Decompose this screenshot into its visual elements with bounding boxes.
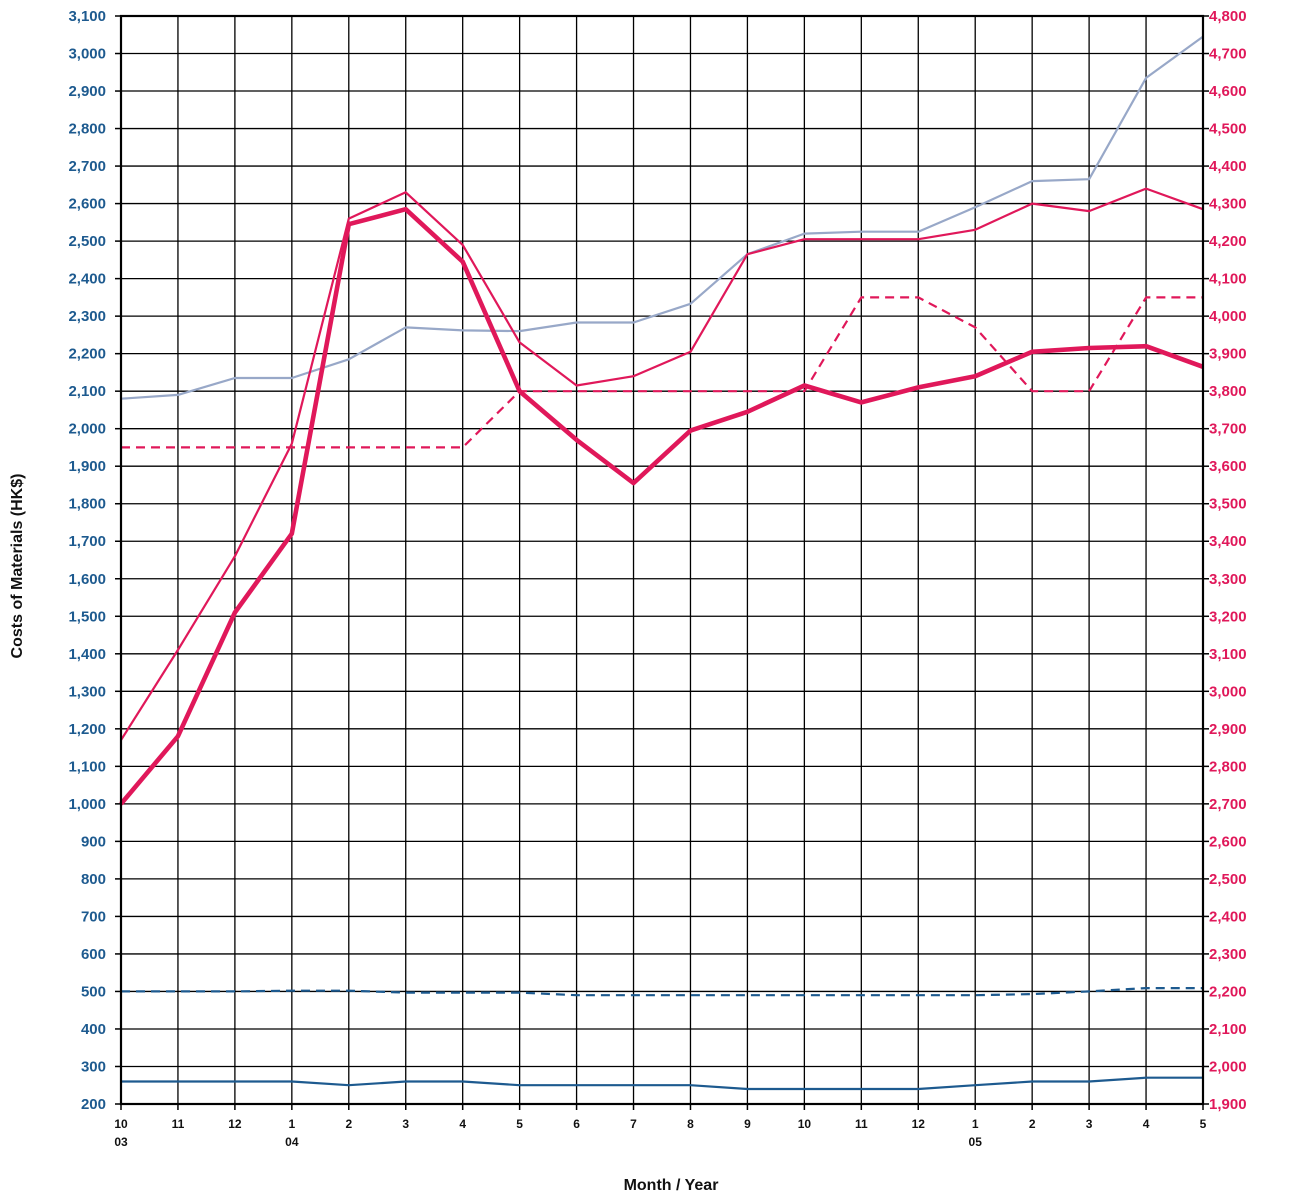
left-tick-label: 800	[81, 871, 106, 888]
x-tick-month: 5	[1200, 1117, 1207, 1131]
x-tick-year: 03	[114, 1135, 128, 1149]
left-tick-label: 2,800	[68, 121, 106, 138]
right-tick-label: 2,800	[1209, 758, 1247, 775]
x-tick-month: 8	[687, 1117, 694, 1131]
x-tick-month: 6	[573, 1117, 580, 1131]
left-tick-label: 2,900	[68, 83, 106, 100]
x-axis-ticks: 10 03 11 12 1 04 2 3 4 5 6 7 8 9 10 11 12 1 05 2 3 4 5	[114, 1117, 1206, 1149]
left-tick-label: 1,200	[68, 721, 106, 738]
series-line-5	[121, 986, 1203, 997]
right-tick-label: 2,900	[1209, 721, 1247, 738]
left-tick-label: 1,700	[68, 533, 106, 550]
y-axis-title: Costs of Materials (HK$)	[9, 474, 26, 659]
plot-frame	[115, 14, 1209, 1110]
right-tick-label: 3,300	[1209, 571, 1247, 588]
x-tick-month: 1	[288, 1117, 295, 1131]
x-tick-month: 12	[228, 1117, 242, 1131]
left-tick-label: 700	[81, 908, 106, 925]
left-tick-label: 2,700	[68, 158, 106, 175]
x-tick-month: 2	[345, 1117, 352, 1131]
right-tick-label: 3,000	[1209, 683, 1247, 700]
x-tick-year: 04	[285, 1135, 299, 1149]
left-tick-label: 2,600	[68, 196, 106, 213]
right-tick-label: 4,600	[1209, 83, 1247, 100]
right-tick-label: 3,100	[1209, 646, 1247, 663]
x-tick-month: 11	[855, 1117, 868, 1131]
right-tick-label: 4,100	[1209, 271, 1247, 288]
right-tick-label: 4,300	[1209, 196, 1247, 213]
right-tick-label: 4,000	[1209, 308, 1247, 325]
right-tick-label: 3,900	[1209, 346, 1247, 363]
x-tick-month: 7	[630, 1117, 637, 1131]
series-line-1	[120, 35, 1204, 400]
right-tick-label: 3,800	[1209, 383, 1247, 400]
right-tick-label: 4,500	[1209, 121, 1247, 138]
x-tick-month: 2	[1029, 1117, 1036, 1131]
x-tick-year: 05	[969, 1135, 983, 1149]
right-tick-label: 2,300	[1209, 946, 1247, 963]
grid	[120, 15, 1204, 1105]
right-tick-label: 2,700	[1209, 796, 1247, 813]
right-tick-label: 4,800	[1209, 8, 1247, 25]
left-tick-label: 2,100	[68, 383, 106, 400]
x-tick-month: 12	[912, 1117, 926, 1131]
x-tick-month: 11	[172, 1117, 185, 1131]
x-axis-title: Month / Year	[624, 1177, 719, 1194]
left-tick-label: 3,100	[68, 8, 106, 25]
left-tick-label: 600	[81, 946, 106, 963]
right-tick-label: 2,000	[1209, 1058, 1247, 1075]
right-tick-label: 2,400	[1209, 908, 1247, 925]
left-tick-label: 900	[81, 833, 106, 850]
left-tick-label: 2,000	[68, 421, 106, 438]
right-axis-ticks: 1,900 2,000 2,100 2,200 2,300 2,400 2,500 2,600…	[1209, 8, 1247, 1113]
left-tick-label: 1,500	[68, 608, 106, 625]
x-tick-month: 5	[516, 1117, 523, 1131]
series-line-2	[120, 187, 1204, 741]
x-tick-month: 3	[1086, 1117, 1093, 1131]
left-tick-label: 200	[81, 1096, 106, 1113]
right-tick-label: 1,900	[1209, 1096, 1247, 1113]
right-tick-label: 3,700	[1209, 421, 1247, 438]
left-tick-label: 1,100	[68, 758, 106, 775]
right-tick-label: 4,400	[1209, 158, 1247, 175]
x-tick-month: 4	[1143, 1117, 1150, 1131]
series-line-3	[119, 206, 1204, 806]
left-tick-label: 1,400	[68, 646, 106, 663]
left-tick-label: 2,500	[68, 233, 106, 250]
left-axis-ticks: 200 300 400 500 600 700 800 900 1,000 1,100 1,200 1…	[68, 8, 106, 1113]
right-tick-label: 2,200	[1209, 983, 1247, 1000]
right-tick-label: 4,200	[1209, 233, 1247, 250]
left-tick-label: 1,600	[68, 571, 106, 588]
left-tick-label: 1,300	[68, 683, 106, 700]
x-tick-month: 10	[114, 1117, 128, 1131]
right-tick-label: 3,400	[1209, 533, 1247, 550]
right-tick-label: 3,600	[1209, 458, 1247, 475]
right-tick-label: 2,100	[1209, 1021, 1247, 1038]
plot-border	[119, 14, 1205, 1106]
left-tick-label: 1,000	[68, 796, 106, 813]
left-tick-label: 400	[81, 1021, 106, 1038]
series-line-6	[121, 1076, 1203, 1091]
left-tick-label: 2,200	[68, 346, 106, 363]
left-tick-label: 1,900	[68, 458, 106, 475]
right-tick-label: 4,700	[1209, 46, 1247, 63]
right-tick-label: 3,500	[1209, 496, 1247, 513]
left-tick-label: 2,300	[68, 308, 106, 325]
right-tick-label: 2,500	[1209, 871, 1247, 888]
left-tick-label: 2,400	[68, 271, 106, 288]
series-lines	[119, 35, 1204, 1091]
series-line-4	[121, 296, 1203, 449]
left-tick-label: 300	[81, 1058, 106, 1075]
x-tick-month: 10	[798, 1117, 812, 1131]
right-tick-label: 2,600	[1209, 833, 1247, 850]
left-tick-label: 1,800	[68, 496, 106, 513]
right-tick-label: 3,200	[1209, 608, 1247, 625]
x-tick-month: 3	[402, 1117, 409, 1131]
left-tick-label: 500	[81, 983, 106, 1000]
x-tick-month: 9	[744, 1117, 751, 1131]
left-tick-label: 3,000	[68, 46, 106, 63]
x-tick-month: 4	[459, 1117, 466, 1131]
x-tick-month: 1	[972, 1117, 979, 1131]
